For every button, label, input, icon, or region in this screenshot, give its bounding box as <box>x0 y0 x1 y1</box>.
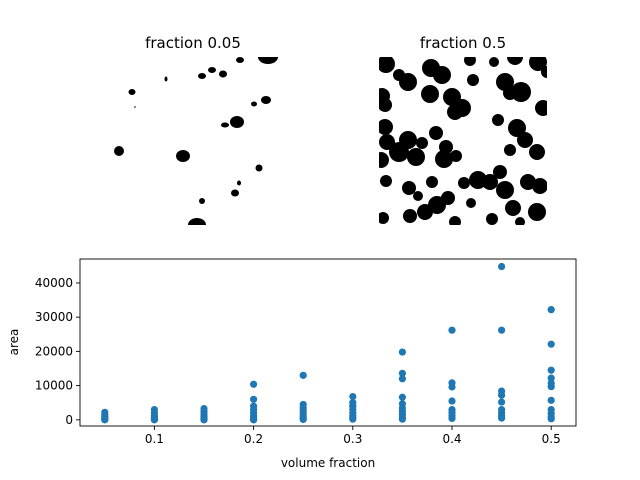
data-point <box>349 392 357 401</box>
data-point <box>250 380 258 388</box>
image-panel-fraction-0-5 <box>379 57 547 225</box>
blob <box>255 164 263 172</box>
data-point <box>547 306 555 314</box>
data-point <box>448 383 456 391</box>
data-point <box>398 375 406 383</box>
plot-frame <box>79 258 577 427</box>
blob <box>258 57 278 64</box>
blob <box>208 67 216 73</box>
blob <box>221 122 229 128</box>
blob <box>199 198 205 204</box>
y-axis: 0 10000 20000 30000 40000 <box>35 276 80 427</box>
data-point <box>398 393 406 401</box>
blob <box>236 57 244 63</box>
blob <box>114 146 124 156</box>
data-point <box>498 414 506 422</box>
data-point <box>498 262 506 271</box>
data-point <box>498 398 506 406</box>
x-axis-label: volume fraction <box>281 456 375 470</box>
x-tick-label: 0.2 <box>244 432 263 446</box>
data-point <box>299 415 307 424</box>
data-point <box>547 415 555 423</box>
data-point <box>398 369 406 377</box>
data-point <box>398 348 406 356</box>
x-axis: 0.1 0.2 0.3 0.4 0.5 <box>145 426 561 446</box>
panel-title-left: fraction 0.05 <box>145 34 241 52</box>
data-points <box>101 262 555 424</box>
data-point <box>250 416 258 424</box>
blob <box>134 106 136 108</box>
data-point <box>547 374 555 382</box>
y-tick-label: 0 <box>65 413 73 427</box>
blob <box>198 73 206 79</box>
data-point <box>398 415 406 423</box>
y-axis-label: area <box>7 329 21 356</box>
data-point <box>547 340 555 348</box>
blob <box>251 101 257 107</box>
blob <box>231 189 239 197</box>
data-point <box>200 416 208 424</box>
blob <box>128 89 136 95</box>
data-point <box>448 397 456 405</box>
scatter-plot: 0.1 0.2 0.3 0.4 0.5 0 10000 20000 30000 40000 vo… <box>7 258 577 470</box>
data-point <box>349 415 357 423</box>
x-tick-label: 0.5 <box>542 432 561 446</box>
blob <box>237 180 241 186</box>
x-tick-label: 0.3 <box>343 432 362 446</box>
data-point <box>101 416 109 424</box>
image-panel-fraction-0-05 <box>114 57 278 225</box>
data-point <box>250 395 258 403</box>
y-tick-label: 20000 <box>35 344 73 358</box>
data-point <box>547 396 555 404</box>
y-tick-label: 30000 <box>35 310 73 324</box>
data-point <box>547 366 555 374</box>
data-point <box>498 326 506 334</box>
y-tick-label: 10000 <box>35 379 73 393</box>
y-tick-label: 40000 <box>35 276 73 290</box>
blob <box>219 70 227 78</box>
x-tick-label: 0.4 <box>442 432 461 446</box>
blob <box>230 116 244 128</box>
data-point <box>299 371 307 379</box>
data-point <box>448 414 456 423</box>
panel-title-right: fraction 0.5 <box>419 34 507 52</box>
blob <box>261 96 271 104</box>
data-point <box>547 383 555 391</box>
blob <box>188 218 206 225</box>
data-point <box>448 326 456 334</box>
data-point <box>150 416 158 424</box>
blob <box>164 76 168 82</box>
data-point <box>498 391 506 399</box>
x-tick-label: 0.1 <box>145 432 164 446</box>
blob <box>176 150 190 162</box>
